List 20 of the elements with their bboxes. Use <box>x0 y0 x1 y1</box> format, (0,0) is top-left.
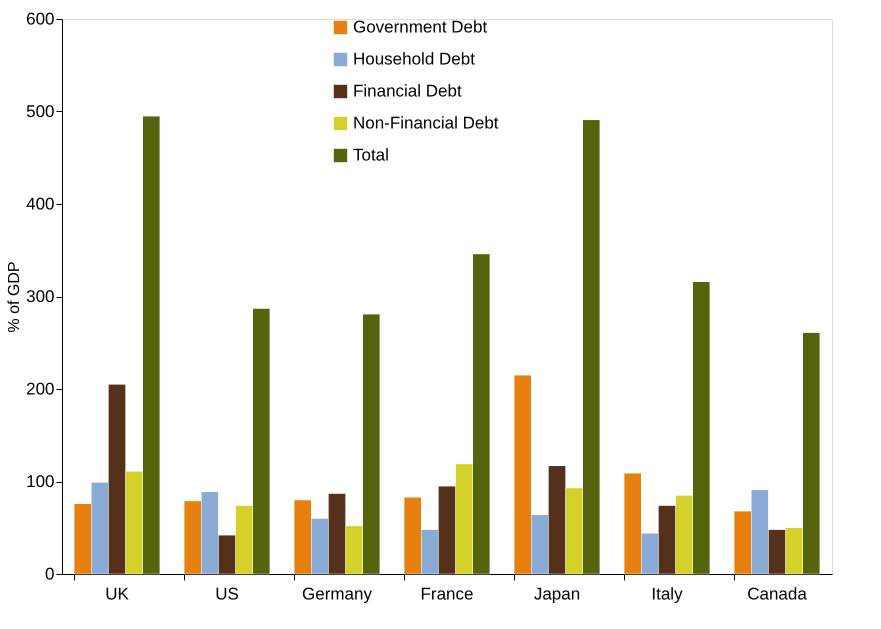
y-tick-label: 400 <box>26 194 54 214</box>
x-tick-label: France <box>420 584 474 604</box>
x-tick-label: Germany <box>302 584 372 604</box>
y-tick-label: 0 <box>45 564 54 584</box>
x-tick-label: Japan <box>534 584 580 604</box>
legend-label: Non-Financial Debt <box>353 114 499 132</box>
x-tick-label: US <box>215 584 239 604</box>
y-tick-label: 100 <box>26 472 54 491</box>
y-axis-title: % of GDP <box>6 261 24 333</box>
x-tick-label: Canada <box>747 584 808 604</box>
x-tick-label: Italy <box>651 584 684 604</box>
legend-label: Financial Debt <box>353 82 462 100</box>
y-tick-label: 600 <box>26 10 54 28</box>
y-tick-label: 300 <box>26 287 54 306</box>
legend-label: Total <box>353 146 389 164</box>
y-tick-label: 200 <box>26 380 54 398</box>
x-tick-label: UK <box>105 584 130 604</box>
legend-label: Government Debt <box>353 18 488 36</box>
legend-label: Household Debt <box>353 50 476 68</box>
y-tick-label: 500 <box>26 102 54 121</box>
